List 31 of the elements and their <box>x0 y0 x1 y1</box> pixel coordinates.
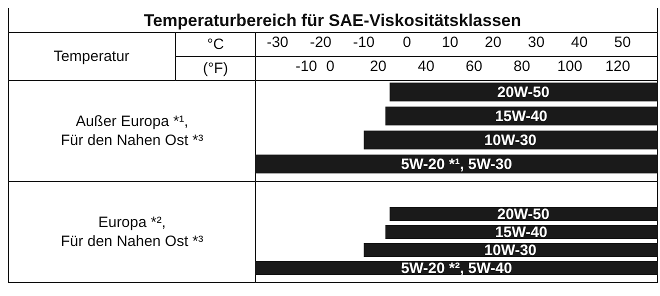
x2-axis-title: (°F) <box>202 58 230 78</box>
x-tick-label: 40 <box>571 34 588 52</box>
x-tick-label: -30 <box>266 34 288 52</box>
x-tick-label: 30 <box>528 34 545 52</box>
category-label: 10W-30 <box>484 132 537 150</box>
x-tick-label: 20 <box>484 34 502 52</box>
x-tick-label: -10 <box>352 34 375 52</box>
x-tick-label: -20 <box>310 34 332 52</box>
x2-tick-label: 40 <box>418 58 434 76</box>
x-tick-label: 50 <box>614 34 631 52</box>
x2-tick-label: 0 <box>326 58 334 76</box>
x-axis-title: °C <box>206 34 225 54</box>
x-tick-label: 10 <box>442 34 458 52</box>
x-tick-label: 0 <box>402 34 412 52</box>
x2-tick-label: 120 <box>605 58 630 76</box>
x2-tick-label: 100 <box>557 58 582 76</box>
category-label: 15W-40 <box>495 224 548 242</box>
x2-tick-label: 80 <box>514 58 530 76</box>
category-label: 5W-20 *¹, 5W-30 <box>400 156 512 174</box>
category-label: 15W-40 <box>495 108 548 126</box>
y-axis-title: Außer Europa *¹, Für den Nahen Ost *³ <box>60 112 204 150</box>
category-label: 5W-20 *², 5W-40 <box>400 260 512 278</box>
category-label: 10W-30 <box>484 242 537 260</box>
y-axis-title: Europa *², Für den Nahen Ost *³ <box>60 212 204 252</box>
x2-tick-label: 60 <box>466 58 482 76</box>
category-label: 20W-50 <box>497 206 550 224</box>
text: Temperatur <box>52 46 130 66</box>
chart-title: Temperaturbereich für SAE-Viskositätsklassen <box>142 10 522 32</box>
x2-tick-label: -10 <box>295 58 318 76</box>
x2-tick-label: 20 <box>370 58 387 76</box>
category-label: 20W-50 <box>497 84 550 102</box>
